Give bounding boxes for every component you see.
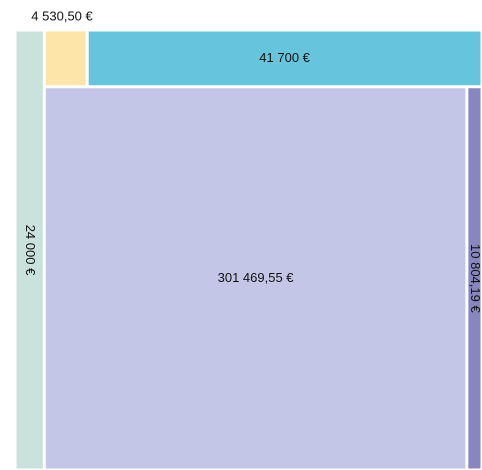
cell-label: 24 000 € [23,225,38,276]
treemap-cell [45,88,466,469]
cell-label: 41 700 € [259,50,310,65]
cell-label: 301 469,55 € [218,270,295,285]
cell-label: 10 804,19 € [468,244,482,313]
treemap-cell [16,31,43,469]
treemap-cell [468,88,481,469]
cell-label: 4 530,50 € [31,8,93,23]
treemap-cell [88,31,481,86]
treemap-cell [45,31,86,86]
